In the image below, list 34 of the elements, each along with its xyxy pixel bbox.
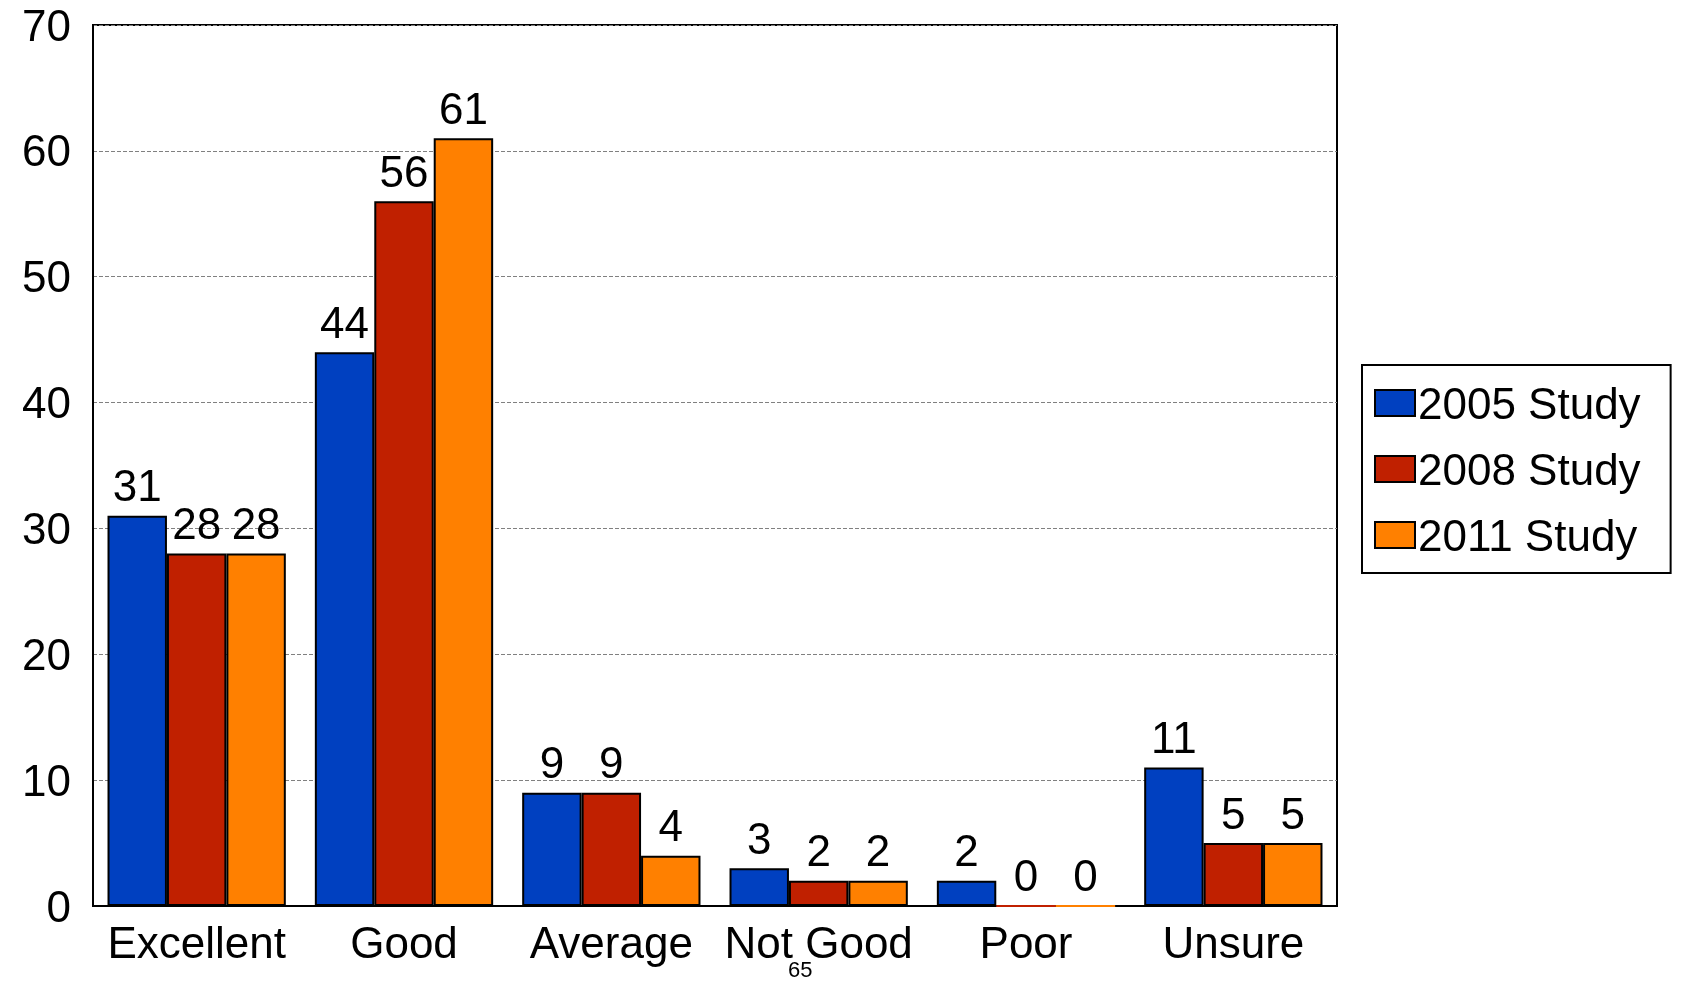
y-tick-label: 60 bbox=[22, 126, 71, 176]
data-label: 31 bbox=[112, 461, 162, 511]
data-label: 2 bbox=[806, 826, 831, 876]
x-tick-label: Excellent bbox=[107, 917, 286, 967]
data-label: 61 bbox=[438, 83, 488, 133]
data-label: 11 bbox=[1151, 713, 1197, 763]
x-tick-label: Average bbox=[529, 917, 693, 967]
data-label: 9 bbox=[599, 738, 624, 788]
data-label: 9 bbox=[539, 738, 565, 788]
data-label: 28 bbox=[172, 499, 222, 549]
y-tick-label: 0 bbox=[46, 881, 71, 931]
y-tick-label: 10 bbox=[22, 755, 71, 805]
y-tick-label: 40 bbox=[22, 378, 71, 428]
data-label: 2 bbox=[954, 826, 979, 876]
data-label: 56 bbox=[379, 146, 429, 196]
data-label: 2 bbox=[865, 826, 891, 876]
y-tick-label: 30 bbox=[22, 503, 71, 553]
y-tick-label: 20 bbox=[22, 629, 71, 679]
data-label: 44 bbox=[320, 297, 370, 347]
data-label: 4 bbox=[658, 801, 684, 851]
data-label: 0 bbox=[1073, 850, 1098, 900]
data-label: 3 bbox=[746, 813, 772, 863]
data-label: 28 bbox=[231, 499, 281, 549]
legend-label: 2008 Study bbox=[1418, 444, 1641, 494]
x-tick-label: Poor bbox=[979, 917, 1073, 967]
y-tick-label: 50 bbox=[22, 252, 71, 302]
data-label: 5 bbox=[1280, 788, 1306, 838]
data-label: 0 bbox=[1013, 850, 1039, 900]
legend-label: 2011 Study bbox=[1418, 510, 1638, 560]
x-tick-label: Good bbox=[350, 917, 458, 967]
y-tick-label: 70 bbox=[22, 0, 71, 50]
x-tick-label: Unsure bbox=[1162, 917, 1305, 967]
data-label: 5 bbox=[1221, 788, 1246, 838]
legend-label: 2005 Study bbox=[1418, 378, 1641, 428]
